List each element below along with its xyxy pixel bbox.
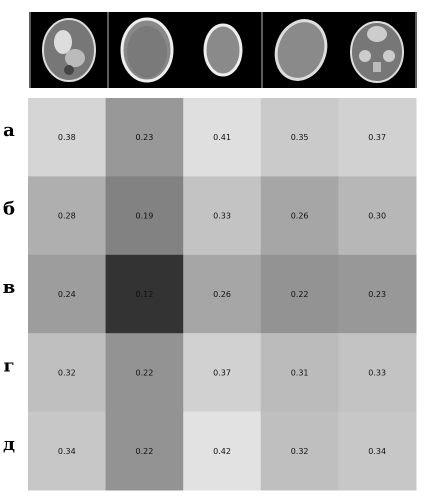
heatmap-cell	[260, 333, 339, 413]
heatmap-cell	[183, 333, 262, 413]
heatmap-cell-value: 0.41	[213, 133, 231, 142]
heatmap-cell	[28, 333, 107, 413]
heatmap-cell-value: 0.30	[368, 212, 386, 221]
heatmap-cell	[260, 254, 339, 334]
heatmap-cell	[105, 411, 184, 491]
heatmap-cell	[28, 176, 107, 256]
heatmap-cell	[28, 254, 107, 334]
heatmap-cell-value: 0.22	[135, 368, 153, 377]
heatmap-cell	[28, 98, 107, 177]
heatmap-cell-value: 0.33	[368, 368, 386, 377]
heatmap-cell	[338, 333, 417, 413]
ct-head-scan-icon	[274, 19, 328, 81]
heatmap-cell	[338, 98, 417, 177]
thumbnail-5	[339, 12, 415, 88]
heatmap-cell-value: 0.26	[213, 290, 231, 299]
heatmap-cell-value: 0.24	[58, 290, 76, 299]
thumbnail-3	[185, 12, 261, 88]
heatmap-cell-value: 0.32	[291, 447, 309, 456]
ct-head-scan-icon	[120, 17, 174, 83]
heatmap-cell-value: 0.32	[58, 368, 76, 377]
heatmap-cell	[260, 176, 339, 256]
heatmap-cell	[338, 254, 417, 334]
row-label: б	[3, 199, 15, 220]
heatmap-cell	[338, 176, 417, 256]
heatmap-cell-value: 0.23	[368, 290, 386, 299]
heatmap-cell-value: 0.37	[213, 368, 231, 377]
heatmap-cell	[105, 176, 184, 256]
heatmap-cell-value: 0.26	[291, 212, 309, 221]
row-label: в	[3, 277, 16, 298]
heatmap-cell-value: 0.34	[368, 447, 386, 456]
heatmap-cell-value: 0.33	[213, 212, 231, 221]
heatmap-cell	[28, 411, 107, 491]
row-label: д	[3, 434, 15, 455]
heatmap-cell-value: 0.37	[368, 133, 386, 142]
heatmap-cell	[105, 333, 184, 413]
heatmap-cell	[105, 98, 184, 177]
heatmap-cell	[105, 254, 184, 334]
thumbnail-1	[31, 12, 107, 88]
heatmap-cell-value: 0.22	[135, 447, 153, 456]
thumbnail-strip	[29, 12, 417, 88]
ct-head-scan-icon	[350, 21, 404, 83]
heatmap-cell-value: 0.42	[213, 447, 231, 456]
heatmap-cell	[183, 176, 262, 256]
thumbnail-4	[263, 12, 339, 88]
heatmap-cell	[183, 254, 262, 334]
ct-head-scan-icon	[203, 23, 243, 77]
row-label: а	[3, 120, 15, 141]
heatmap-cell-value: 0.23	[135, 133, 153, 142]
heatmap-cell	[183, 411, 262, 491]
heatmap-cell	[338, 411, 417, 491]
heatmap-cell-value: 0.19	[135, 212, 153, 221]
row-label: г	[3, 355, 14, 376]
ct-head-scan-icon	[42, 18, 96, 82]
heatmap-cell-value: 0.12	[135, 290, 153, 299]
heatmap-cell-value: 0.28	[58, 212, 76, 221]
thumbnail-2	[109, 12, 185, 88]
heatmap-cell-value: 0.34	[58, 447, 76, 456]
heatmap-cell	[183, 98, 262, 177]
heatmap-cell	[260, 411, 339, 491]
heatmap-cell-value: 0.31	[291, 368, 309, 377]
heatmap-cell	[260, 98, 339, 177]
heatmap-cell-value: 0.38	[58, 133, 76, 142]
heatmap-cell-value: 0.35	[291, 133, 309, 142]
heatmap-cell-value: 0.22	[291, 290, 309, 299]
